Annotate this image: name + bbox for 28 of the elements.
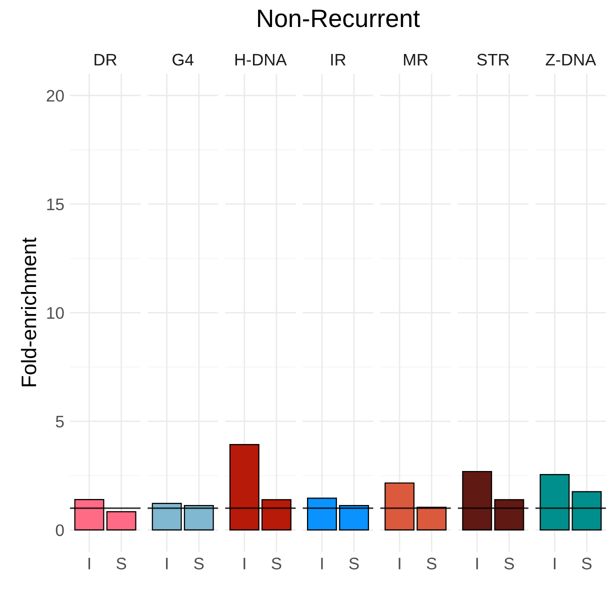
y-tick-label: 0 [56,524,64,536]
chart-title: Non-Recurrent [258,10,420,28]
y-tick-label: 15 [47,198,64,210]
x-tick-label: S [582,558,592,570]
x-tick-label: S [349,558,359,570]
y-tick-label: 20 [46,90,64,102]
x-tick-label: S [116,558,126,570]
x-tick-label: S [504,558,514,570]
chart-subtitle: G4 [172,54,194,66]
chart-subtitle: MR [404,54,428,66]
x-tick-label: I [88,558,90,570]
y-tick-label: 5 [56,416,64,428]
x-tick-label: S [426,558,436,570]
chart-subtitle: STR [477,54,510,66]
x-tick-label: I [398,558,400,570]
chart-subtitle: IR [331,54,346,66]
x-tick-label: I [554,558,556,570]
x-tick-label: S [272,558,282,570]
chart-subtitle: H-DNA [235,54,287,66]
x-tick-label: I [476,558,478,570]
x-tick-label: S [194,558,204,570]
y-axis-title: Fold-enrichment [20,238,36,386]
chart-subtitle: Z-DNA [546,54,596,66]
x-tick-label: I [321,558,323,570]
chart-subtitle: DR [94,54,117,66]
x-tick-label: I [166,558,168,570]
y-tick-label: 10 [47,307,64,319]
x-tick-label: I [244,558,246,570]
